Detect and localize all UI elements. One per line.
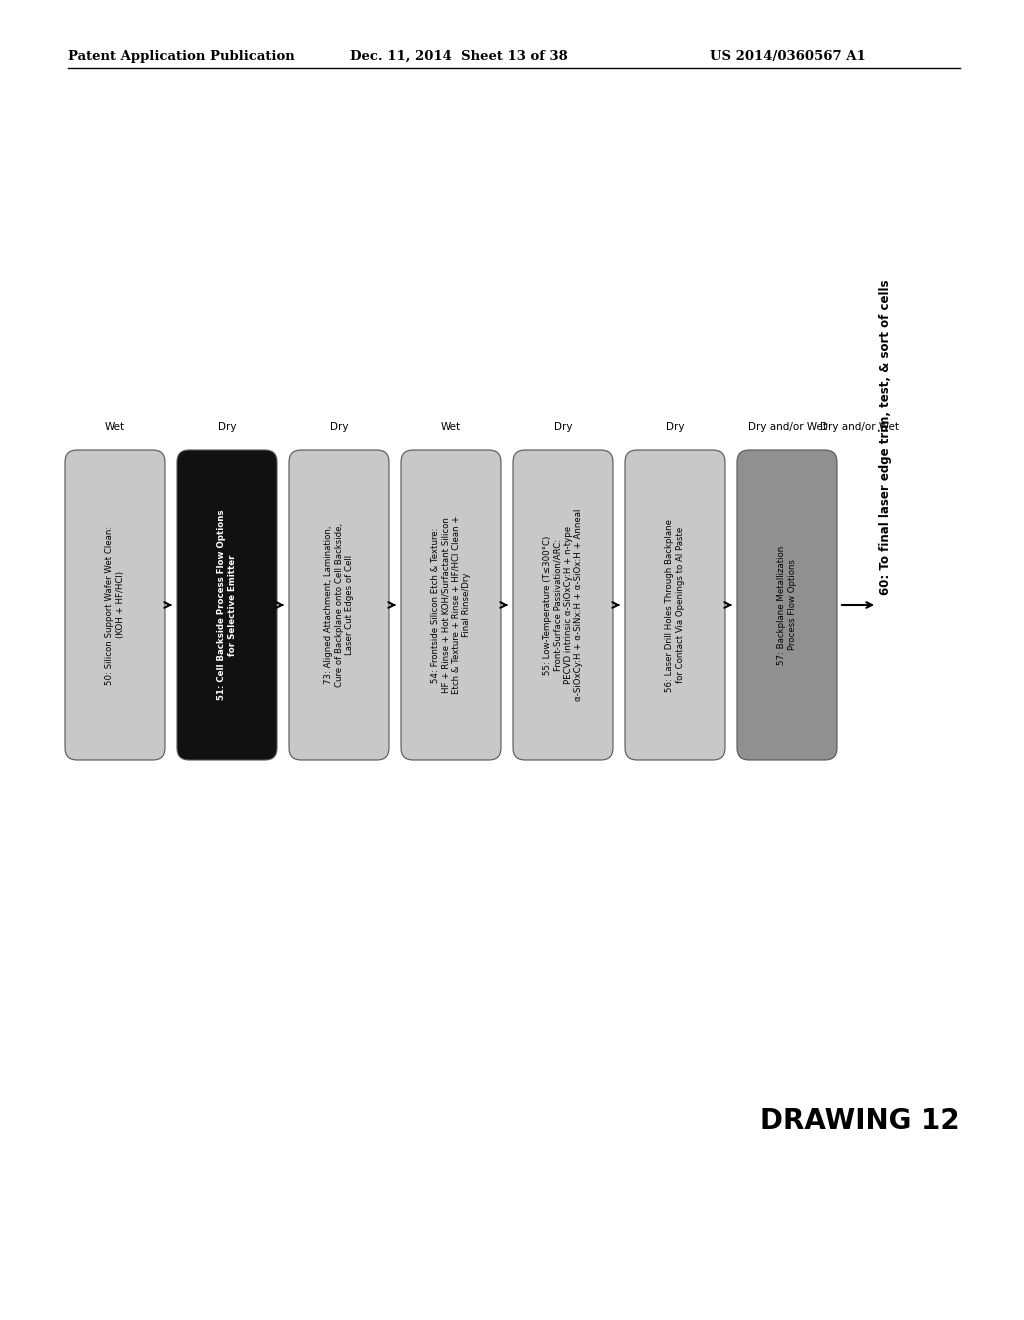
Text: 56: Laser Drill Holes Through Backplane
for Contact Via Openings to Al Paste: 56: Laser Drill Holes Through Backplane … — [666, 519, 685, 692]
FancyBboxPatch shape — [177, 450, 278, 760]
FancyBboxPatch shape — [289, 450, 389, 760]
FancyBboxPatch shape — [513, 450, 613, 760]
Text: 55: Low-Temperature (T≤300°C)
Front-Surface Passivation/ARC:
PECVD intrinsic α-S: 55: Low-Temperature (T≤300°C) Front-Surf… — [543, 508, 583, 701]
Text: 50: Silicon Support Wafer Wet Clean:
(KOH + HF/HCl): 50: Silicon Support Wafer Wet Clean: (KO… — [105, 525, 125, 685]
Text: 60: To final laser edge trim, test, & sort of cells: 60: To final laser edge trim, test, & so… — [879, 280, 892, 595]
Text: Dry and/or Wet: Dry and/or Wet — [748, 422, 826, 432]
Text: Wet: Wet — [441, 422, 461, 432]
Text: 57: Backplane Metallization
Process Flow Options: 57: Backplane Metallization Process Flow… — [777, 545, 797, 665]
Text: Dry: Dry — [554, 422, 572, 432]
Text: US 2014/0360567 A1: US 2014/0360567 A1 — [710, 50, 865, 63]
FancyBboxPatch shape — [625, 450, 725, 760]
Text: 73: Aligned Attachment, Lamination,
Cure of Backplane onto Cell Backside,
Laser : 73: Aligned Attachment, Lamination, Cure… — [325, 523, 354, 688]
FancyBboxPatch shape — [737, 450, 837, 760]
FancyBboxPatch shape — [65, 450, 165, 760]
Text: 51: Cell Backside Process Flow Options
for Selective Emitter: 51: Cell Backside Process Flow Options f… — [217, 510, 237, 700]
Text: Dry: Dry — [218, 422, 237, 432]
Text: 54: Frontside Silicon Etch & Texture:
HF + Rinse + Hot KOH/Surfactant Silicon
Et: 54: Frontside Silicon Etch & Texture: HF… — [431, 516, 471, 694]
Text: Dec. 11, 2014  Sheet 13 of 38: Dec. 11, 2014 Sheet 13 of 38 — [350, 50, 567, 63]
Text: Dry: Dry — [330, 422, 348, 432]
FancyBboxPatch shape — [401, 450, 501, 760]
Text: Dry: Dry — [666, 422, 684, 432]
Text: Patent Application Publication: Patent Application Publication — [68, 50, 295, 63]
Text: Wet: Wet — [104, 422, 125, 432]
Text: Dry and/or Wet: Dry and/or Wet — [819, 422, 898, 432]
Text: DRAWING 12: DRAWING 12 — [760, 1107, 959, 1135]
